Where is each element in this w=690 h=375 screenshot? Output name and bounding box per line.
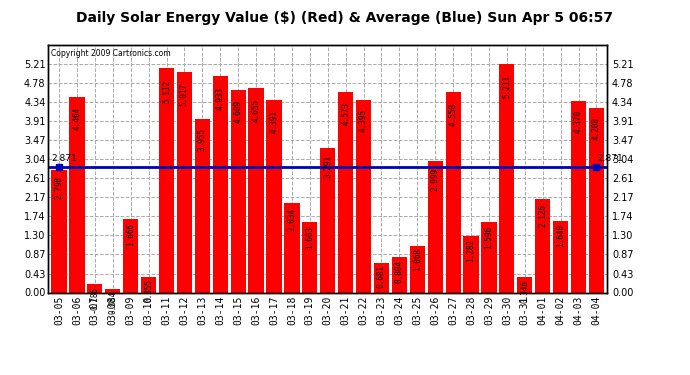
Text: 1.640: 1.640: [556, 224, 565, 247]
Text: 2.798: 2.798: [55, 176, 63, 199]
Bar: [392, 257, 407, 292]
Bar: [518, 278, 533, 292]
Bar: [446, 93, 461, 292]
Text: 2.871: 2.871: [598, 154, 623, 163]
Bar: [195, 119, 210, 292]
Text: 1.603: 1.603: [306, 226, 315, 249]
Text: 2.871: 2.871: [51, 154, 77, 163]
Bar: [320, 148, 335, 292]
Bar: [70, 97, 85, 292]
Text: 4.933: 4.933: [216, 87, 225, 110]
Text: 5.017: 5.017: [180, 83, 189, 106]
Text: 5.211: 5.211: [502, 75, 511, 98]
Bar: [589, 108, 604, 292]
Bar: [52, 170, 67, 292]
Text: 1.068: 1.068: [413, 248, 422, 271]
Bar: [535, 199, 551, 292]
Bar: [230, 90, 246, 292]
Bar: [284, 203, 299, 292]
Text: 4.464: 4.464: [72, 106, 81, 129]
Text: 2.126: 2.126: [538, 204, 547, 227]
Bar: [464, 236, 479, 292]
Text: 4.573: 4.573: [341, 102, 350, 125]
Text: 0.681: 0.681: [377, 265, 386, 288]
Text: 1.666: 1.666: [126, 223, 135, 246]
Bar: [553, 220, 569, 292]
Text: 3.291: 3.291: [323, 155, 333, 178]
Bar: [87, 284, 103, 292]
Bar: [410, 246, 425, 292]
Bar: [356, 100, 371, 292]
Text: 0.346: 0.346: [520, 279, 529, 303]
Bar: [302, 222, 317, 292]
Bar: [338, 92, 353, 292]
Text: 2.999: 2.999: [431, 168, 440, 190]
Bar: [571, 101, 586, 292]
Text: 0.804: 0.804: [395, 260, 404, 282]
Text: 4.558: 4.558: [448, 102, 457, 126]
Text: 0.084: 0.084: [108, 291, 117, 314]
Bar: [213, 76, 228, 292]
Text: 4.391: 4.391: [270, 110, 279, 133]
Bar: [123, 219, 138, 292]
Text: Daily Solar Energy Value ($) (Red) & Average (Blue) Sun Apr 5 06:57: Daily Solar Energy Value ($) (Red) & Ave…: [77, 11, 613, 25]
Text: 1.282: 1.282: [466, 239, 475, 262]
Bar: [482, 222, 497, 292]
Text: 0.186: 0.186: [90, 286, 99, 310]
Bar: [177, 72, 192, 292]
Text: 4.395: 4.395: [359, 109, 368, 132]
Bar: [500, 64, 515, 292]
Text: 2.034: 2.034: [288, 208, 297, 231]
Bar: [266, 100, 282, 292]
Text: 5.112: 5.112: [162, 80, 171, 102]
Bar: [374, 262, 389, 292]
Bar: [159, 68, 174, 292]
Bar: [141, 277, 156, 292]
Text: Copyright 2009 Cartronics.com: Copyright 2009 Cartronics.com: [51, 49, 170, 58]
Text: 1.596: 1.596: [484, 226, 493, 249]
Text: 4.208: 4.208: [592, 117, 601, 140]
Bar: [428, 161, 443, 292]
Text: 4.370: 4.370: [574, 110, 583, 134]
Text: 3.955: 3.955: [198, 128, 207, 151]
Bar: [248, 88, 264, 292]
Bar: [105, 289, 120, 292]
Text: 4.609: 4.609: [234, 100, 243, 123]
Text: 4.655: 4.655: [252, 99, 261, 122]
Text: 0.355: 0.355: [144, 279, 153, 302]
